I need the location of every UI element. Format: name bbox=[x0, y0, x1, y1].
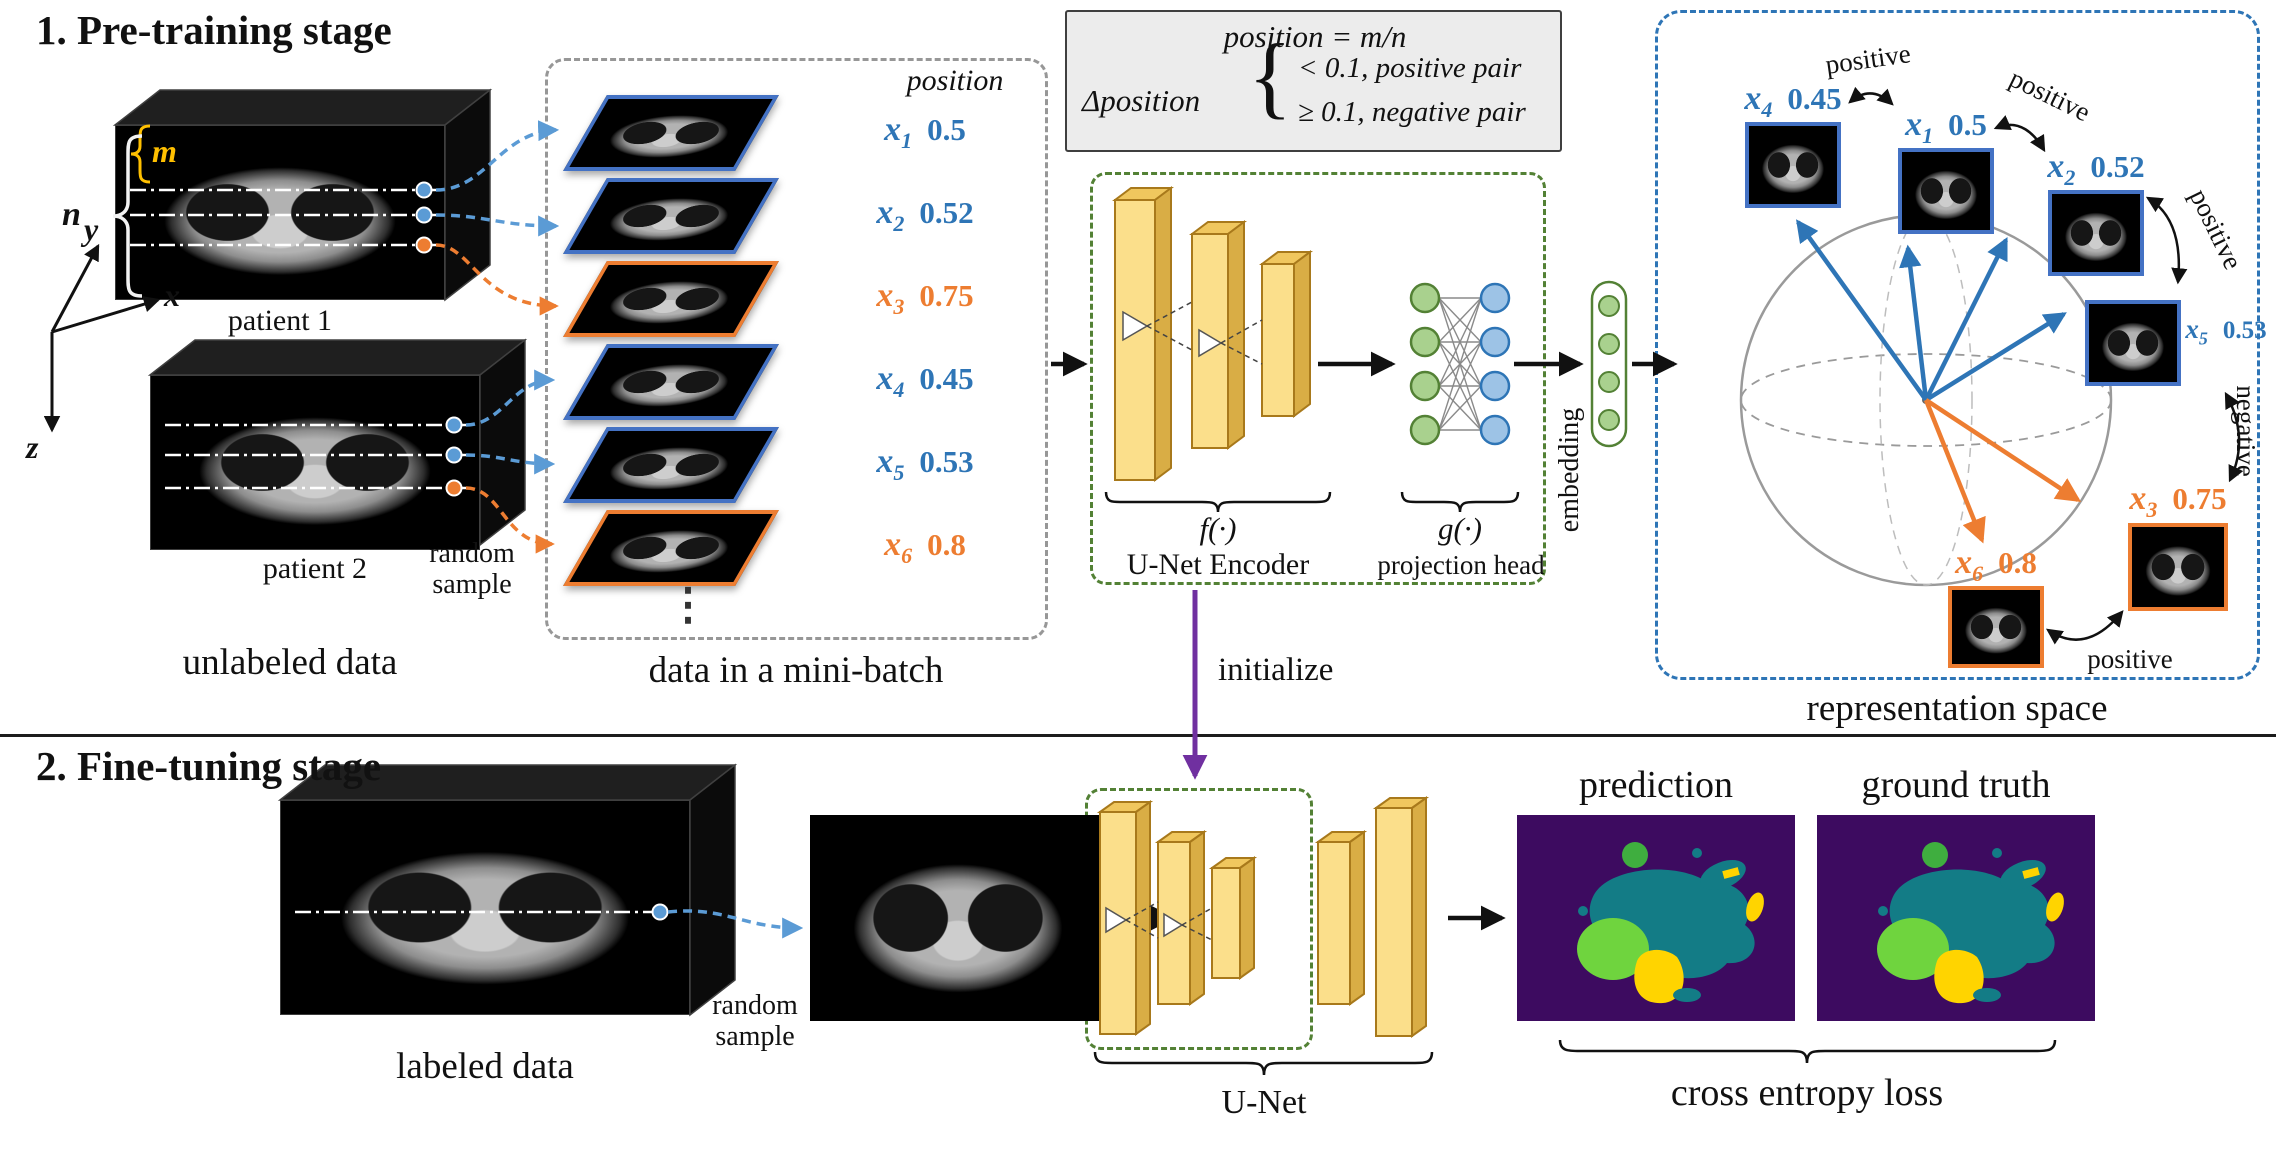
unet-label: U-Net bbox=[1221, 1084, 1307, 1121]
minibatch-box bbox=[545, 58, 1048, 640]
prediction-map bbox=[1517, 815, 1795, 1021]
patient2-label: patient 2 bbox=[262, 552, 368, 585]
thumb-x5 bbox=[2085, 300, 2181, 386]
axis-z-label: z bbox=[26, 429, 39, 465]
embedding-label: embedding bbox=[1554, 407, 1585, 533]
axis-x-label: x bbox=[164, 277, 180, 313]
projection-head-label: projection head bbox=[1377, 550, 1545, 580]
slice-label-x5: x5 0.53 bbox=[876, 443, 974, 485]
encoder-f-label: f(·) bbox=[1199, 511, 1237, 546]
unet-encoder-label: U-Net Encoder bbox=[1126, 548, 1310, 581]
slice-label-x4: x4 0.45 bbox=[876, 360, 974, 402]
random-sample-label-stage1: random sample bbox=[429, 538, 515, 601]
position-header: position bbox=[906, 64, 1004, 97]
initialize-label: initialize bbox=[1218, 652, 1334, 688]
patient1-volume-face bbox=[115, 125, 445, 300]
labeled-volume-face bbox=[280, 800, 690, 1015]
thumb-x4 bbox=[1745, 122, 1841, 208]
rule-brace: { bbox=[1248, 25, 1293, 127]
representation-space-caption: representation space bbox=[1806, 688, 2108, 729]
thumb-x2 bbox=[2048, 190, 2144, 276]
cross-entropy-loss-label: cross entropy loss bbox=[1670, 1072, 1944, 1114]
representation-space-box bbox=[1655, 10, 2260, 680]
slice-label-x2: x2 0.52 bbox=[876, 194, 974, 236]
dim-n-label: n bbox=[62, 196, 81, 233]
unet-encoder-box-stage2 bbox=[1085, 788, 1313, 1050]
patient1-label: patient 1 bbox=[227, 304, 333, 337]
labeled-data-label: labeled data bbox=[396, 1046, 574, 1087]
thumb-x3 bbox=[2128, 523, 2228, 611]
stage1-title: 1. Pre-training stage bbox=[36, 7, 392, 53]
dim-m-label: m bbox=[152, 133, 177, 169]
rule-position-formula: position = m/n bbox=[1223, 19, 1407, 54]
minibatch-caption: data in a mini-batch bbox=[648, 650, 944, 691]
sampled-ct-slice bbox=[810, 815, 1106, 1021]
patient2-volume-face bbox=[150, 375, 480, 550]
ground-truth-label: ground truth bbox=[1861, 764, 2051, 806]
point-label-x2: x2 0.52 bbox=[2047, 148, 2145, 190]
slice-label-x3: x3 0.75 bbox=[876, 277, 974, 319]
axis-y-label: y bbox=[84, 211, 99, 247]
point-label-x5: x5 0.53 bbox=[2185, 314, 2267, 349]
negative-pair-label: negative bbox=[2231, 385, 2262, 477]
random-sample-label-stage2: random sample bbox=[712, 990, 798, 1053]
stage-divider bbox=[0, 734, 2276, 737]
ground-truth-map bbox=[1817, 815, 2095, 1021]
encoder-box bbox=[1090, 172, 1546, 585]
rule-negative-case: ≥ 0.1, negative pair bbox=[1298, 96, 1526, 128]
point-label-x6: x6 0.8 bbox=[1955, 544, 2037, 586]
rule-delta-position: Δposition bbox=[1082, 83, 1201, 118]
point-label-x1: x1 0.5 bbox=[1905, 106, 1987, 148]
thumb-x1 bbox=[1898, 148, 1994, 234]
point-label-x4: x4 0.45 bbox=[1744, 80, 1842, 122]
point-label-x3: x3 0.75 bbox=[2129, 480, 2227, 522]
stage2-title: 2. Fine-tuning stage bbox=[36, 743, 382, 789]
more-slices-ellipsis: ⋮ bbox=[666, 580, 710, 629]
slice-label-x1: x1 0.5 bbox=[884, 111, 966, 153]
prediction-label: prediction bbox=[1578, 764, 1734, 806]
g-label: g(·) bbox=[1438, 511, 1482, 546]
pairing-rule-box bbox=[1065, 10, 1562, 152]
positive-pair-label-4: positive bbox=[2087, 644, 2173, 674]
rule-positive-case: < 0.1, positive pair bbox=[1298, 52, 1522, 84]
slice-label-x6: x6 0.8 bbox=[884, 526, 966, 568]
thumb-x6 bbox=[1948, 586, 2044, 668]
embedding-vector bbox=[1590, 280, 1628, 448]
unlabeled-data-label: unlabeled data bbox=[182, 642, 398, 683]
